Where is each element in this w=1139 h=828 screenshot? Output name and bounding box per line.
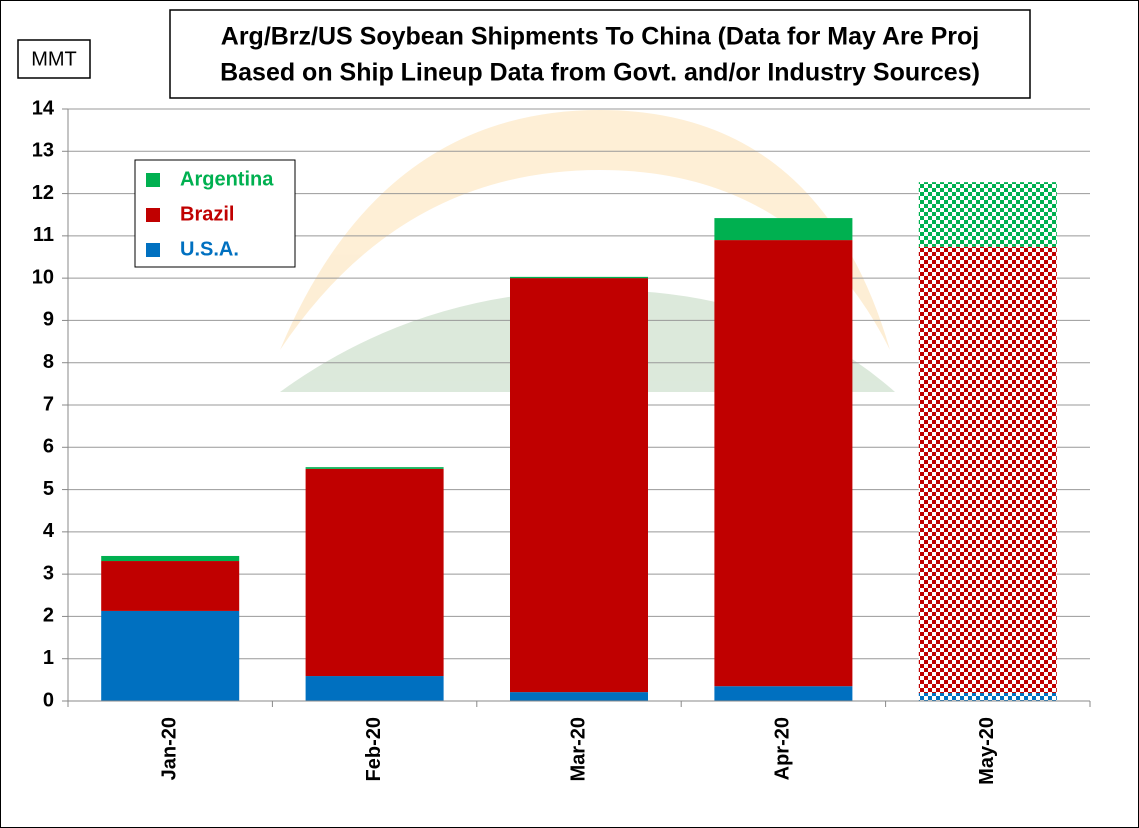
x-tick-label: Feb-20	[363, 717, 385, 781]
legend-label: U.S.A.	[180, 238, 239, 260]
legend-box	[134, 159, 296, 268]
bar-segment	[714, 240, 853, 687]
legend-swatch	[146, 173, 160, 187]
bar-segment	[510, 692, 648, 701]
legend-swatch	[146, 208, 160, 222]
x-tick-label: Apr-20	[772, 717, 794, 780]
x-tick-label: Jan-20	[158, 717, 180, 780]
bar-segment	[101, 610, 240, 701]
bar-segment	[918, 246, 1057, 693]
y-tick-label: 1	[43, 647, 54, 669]
legend-swatch	[146, 243, 160, 257]
bar-segment	[305, 468, 444, 677]
y-axis-label: MMT	[31, 48, 77, 70]
legend-label: Argentina	[180, 168, 274, 190]
bar-segment	[918, 182, 1057, 247]
y-tick-label: 12	[32, 182, 54, 204]
y-tick-label: 2	[43, 605, 54, 627]
y-tick-label: 6	[43, 436, 54, 458]
y-tick-label: 8	[43, 351, 54, 373]
plot-area	[62, 108, 1091, 707]
unit-box	[17, 39, 91, 79]
bar-segment	[510, 276, 648, 279]
bar-segment	[510, 278, 648, 693]
x-tick-label: May-20	[976, 717, 998, 785]
y-tick-label: 0	[43, 689, 54, 711]
y-tick-label: 14	[32, 97, 55, 119]
y-tick-label: 7	[43, 393, 54, 415]
bar-segment	[101, 555, 240, 562]
bar-segment	[305, 676, 444, 701]
y-tick-label: 10	[32, 266, 54, 288]
bar-segment	[918, 692, 1057, 701]
y-tick-label: 5	[43, 478, 54, 500]
bar-segment	[714, 218, 853, 241]
bar-segment	[714, 686, 853, 701]
y-tick-label: 3	[43, 562, 54, 584]
y-tick-label: 11	[33, 224, 54, 246]
bar-segment	[101, 561, 240, 611]
bar-segment	[305, 467, 444, 469]
title-box	[169, 9, 1031, 99]
chart-title: Arg/Brz/US Soybean Shipments To China (D…	[221, 23, 979, 51]
y-tick-label: 13	[32, 140, 54, 162]
legend-label: Brazil	[180, 203, 234, 225]
x-tick-label: Mar-20	[567, 717, 589, 781]
chart-title: Based on Ship Lineup Data from Govt. and…	[220, 59, 980, 87]
y-tick-label: 9	[43, 309, 54, 331]
y-tick-label: 4	[43, 520, 55, 542]
